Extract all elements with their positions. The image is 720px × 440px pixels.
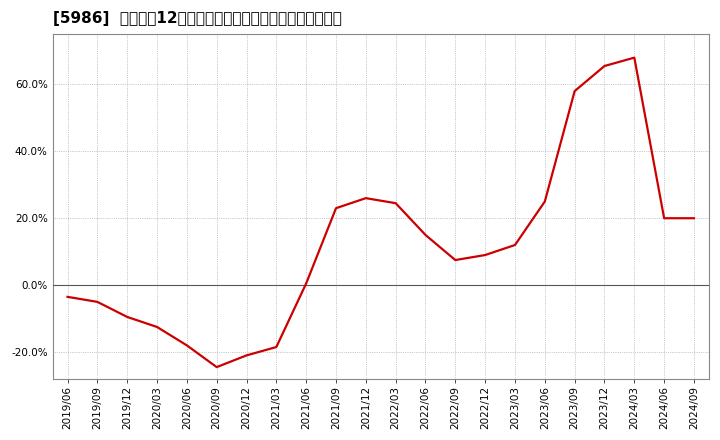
Text: [5986]  売上高の12か月移動合計の対前年同期増減率の推移: [5986] 売上高の12か月移動合計の対前年同期増減率の推移 xyxy=(53,11,341,26)
